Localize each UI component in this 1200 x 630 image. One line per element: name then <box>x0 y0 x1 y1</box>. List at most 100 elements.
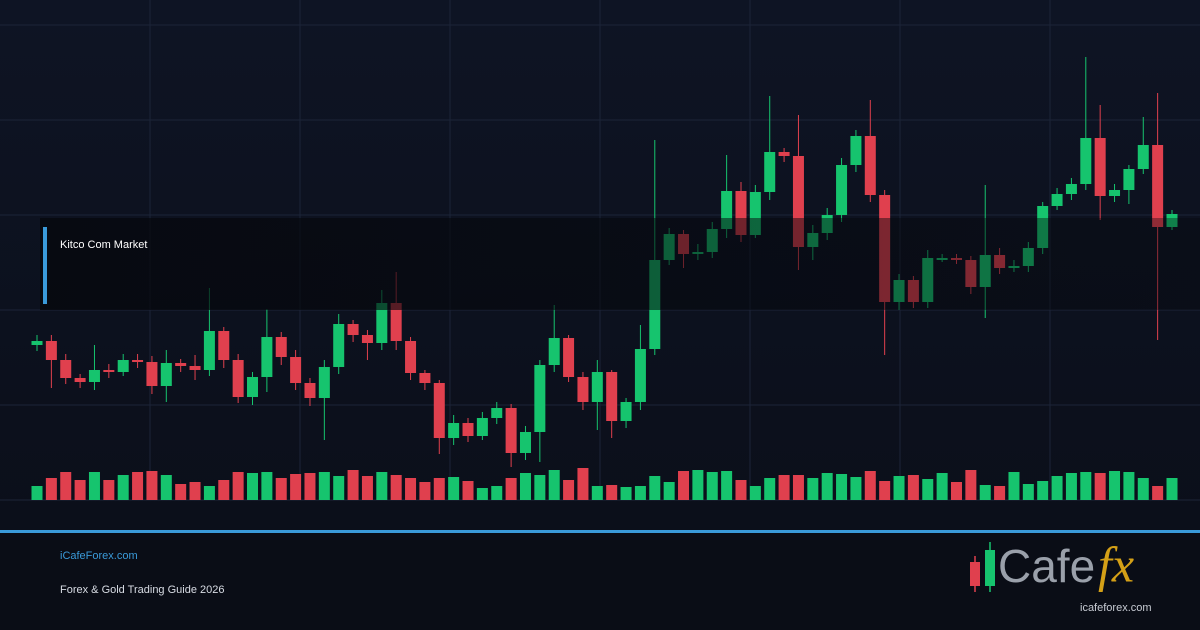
candle-body <box>634 349 646 402</box>
volume-bar <box>893 476 905 500</box>
candle-body <box>160 363 172 386</box>
volume-bar <box>563 480 575 500</box>
volume-bar <box>390 475 402 500</box>
candle-body <box>247 377 259 397</box>
volume-bar <box>548 470 560 500</box>
volume-bar <box>979 485 991 500</box>
candle-body <box>132 360 144 362</box>
volume-bar <box>448 477 460 500</box>
volume-bar <box>60 472 72 500</box>
volume-bar <box>1037 481 1049 500</box>
candle-body <box>419 373 431 383</box>
candle-body <box>1051 194 1063 206</box>
volume-bar <box>31 486 43 500</box>
volume-bar <box>290 474 302 500</box>
volume-bar <box>836 474 848 500</box>
volume-bar <box>1022 484 1034 500</box>
volume-bar <box>261 472 273 500</box>
candle-body <box>778 152 790 156</box>
candle-body <box>390 303 402 341</box>
volume-bar <box>1080 472 1092 500</box>
volume-bar <box>146 471 158 500</box>
volume-bar <box>721 471 733 500</box>
volume-bar <box>462 481 474 500</box>
volume-bar <box>333 476 345 500</box>
candle-body <box>505 408 517 453</box>
candle-body <box>218 331 230 360</box>
candle-body <box>31 341 43 345</box>
candle-body <box>1065 184 1077 194</box>
logo-accent: fx <box>1098 536 1134 592</box>
volume-bar <box>1008 472 1020 500</box>
volume-bar <box>850 477 862 500</box>
candle-body <box>721 191 733 229</box>
volume-bar <box>304 473 316 500</box>
volume-bar <box>879 481 891 500</box>
candle-body <box>563 338 575 377</box>
volume-bar <box>1137 478 1149 500</box>
candle-body <box>376 303 388 343</box>
volume-bar <box>606 485 618 500</box>
volume-bar <box>218 480 230 500</box>
candle-body <box>577 377 589 402</box>
candle-body <box>591 372 603 402</box>
volume-bar <box>534 475 546 500</box>
volume-bar <box>807 478 819 500</box>
volume-bar <box>706 472 718 500</box>
candle-body <box>836 165 848 215</box>
candle-body <box>189 366 201 370</box>
volume-bar <box>318 472 330 500</box>
volume-bar <box>1152 486 1164 500</box>
candle-body <box>361 335 373 343</box>
candle-body <box>88 370 100 382</box>
candle-body <box>1137 145 1149 169</box>
candle-body <box>864 136 876 195</box>
candle-body <box>448 423 460 438</box>
candle-body <box>304 383 316 398</box>
candle-body <box>749 192 761 235</box>
volume-bar <box>1123 472 1135 500</box>
candle-body <box>275 337 287 357</box>
volume-bar <box>519 473 531 500</box>
candle-body <box>117 360 129 372</box>
volume-bar <box>433 478 445 500</box>
candle-body <box>462 423 474 436</box>
volume-bar <box>778 475 790 500</box>
candle-body <box>318 367 330 398</box>
volume-bar <box>232 472 244 500</box>
candle-body <box>548 338 560 365</box>
volume-bar <box>117 475 129 500</box>
candle-body <box>203 331 215 370</box>
volume-bar <box>907 475 919 500</box>
volume-bar <box>577 468 589 500</box>
volume-bar <box>103 480 115 500</box>
candle-body <box>74 378 86 382</box>
volume-bar <box>1065 473 1077 500</box>
footer-subtitle: Forex & Gold Trading Guide 2026 <box>60 584 224 596</box>
candle-body <box>620 402 632 421</box>
divider <box>0 530 1200 533</box>
volume-bar <box>678 471 690 500</box>
volume-bar <box>88 472 100 500</box>
volume-bar <box>189 482 201 500</box>
footer <box>0 533 1200 630</box>
candle-body <box>1123 169 1135 190</box>
candle-body <box>534 365 546 432</box>
caption-accent <box>43 227 47 304</box>
candle-body <box>476 418 488 436</box>
candle-body <box>491 408 503 418</box>
volume-bar <box>1166 478 1178 500</box>
logo-url: icafeforex.com <box>1080 602 1152 614</box>
volume-bar <box>74 480 86 500</box>
candle-body <box>290 357 302 383</box>
candle-body <box>175 363 187 366</box>
candle-body <box>1080 138 1092 184</box>
volume-bar <box>735 480 747 500</box>
volume-bar <box>950 482 962 500</box>
volume-bar <box>663 482 675 500</box>
volume-bar <box>45 478 57 500</box>
volume-bar <box>132 472 144 500</box>
volume-bar <box>1094 473 1106 500</box>
volume-bar <box>1109 471 1121 500</box>
volume-bar <box>275 478 287 500</box>
